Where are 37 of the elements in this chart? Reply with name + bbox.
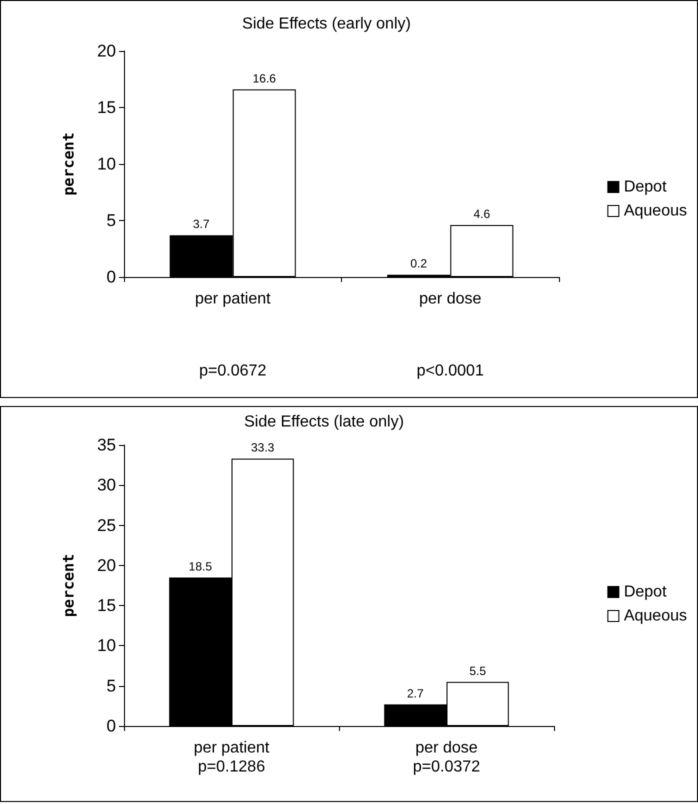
- data-label: 33.3: [250, 440, 275, 455]
- data-label: 2.7: [406, 686, 424, 700]
- y-tick-label: 10: [97, 154, 116, 174]
- legend-label: Depot: [624, 178, 668, 196]
- x-tick-label: per patient: [194, 740, 270, 756]
- y-axis-title: percent: [60, 132, 78, 196]
- data-label: 16.6: [252, 71, 276, 86]
- y-tick-label: 5: [106, 211, 116, 230]
- data-label: 5.5: [469, 664, 486, 678]
- text: p=0.1286: [198, 758, 266, 776]
- y-tick-label: 10: [97, 636, 116, 656]
- data-label: 4.6: [473, 207, 490, 222]
- legend-label: Aqueous: [624, 608, 688, 624]
- y-tick-label: 30: [97, 476, 116, 495]
- x-tick-label: per dose: [415, 740, 478, 756]
- text: p=0.0372: [412, 758, 480, 776]
- x-tick-label: per patient: [194, 290, 272, 308]
- chart-title: Side Effects (late only): [244, 414, 404, 430]
- y-axis-title: percent: [60, 554, 78, 618]
- x-tick-label: per dose: [419, 290, 482, 308]
- legend-label: Aqueous: [624, 202, 688, 220]
- y-tick-label: 15: [97, 98, 116, 117]
- chart-title: Side Effects (early only): [242, 16, 411, 32]
- y-tick-label: 25: [97, 516, 116, 535]
- y-tick-label: 0: [106, 716, 116, 736]
- data-label: 18.5: [188, 559, 212, 574]
- text: p<0.0001: [416, 362, 484, 380]
- y-tick-label: 0: [106, 268, 116, 286]
- data-label: 0.2: [410, 256, 428, 271]
- text: p=0.0672: [199, 362, 266, 380]
- y-tick-label: 20: [97, 556, 116, 575]
- y-tick-label: 35: [97, 436, 116, 454]
- y-tick-label: 15: [97, 596, 116, 616]
- y-tick-label: 5: [106, 676, 116, 696]
- data-label: 3.7: [192, 217, 210, 232]
- legend-label: Depot: [624, 584, 668, 600]
- y-tick-label: 20: [97, 42, 116, 60]
